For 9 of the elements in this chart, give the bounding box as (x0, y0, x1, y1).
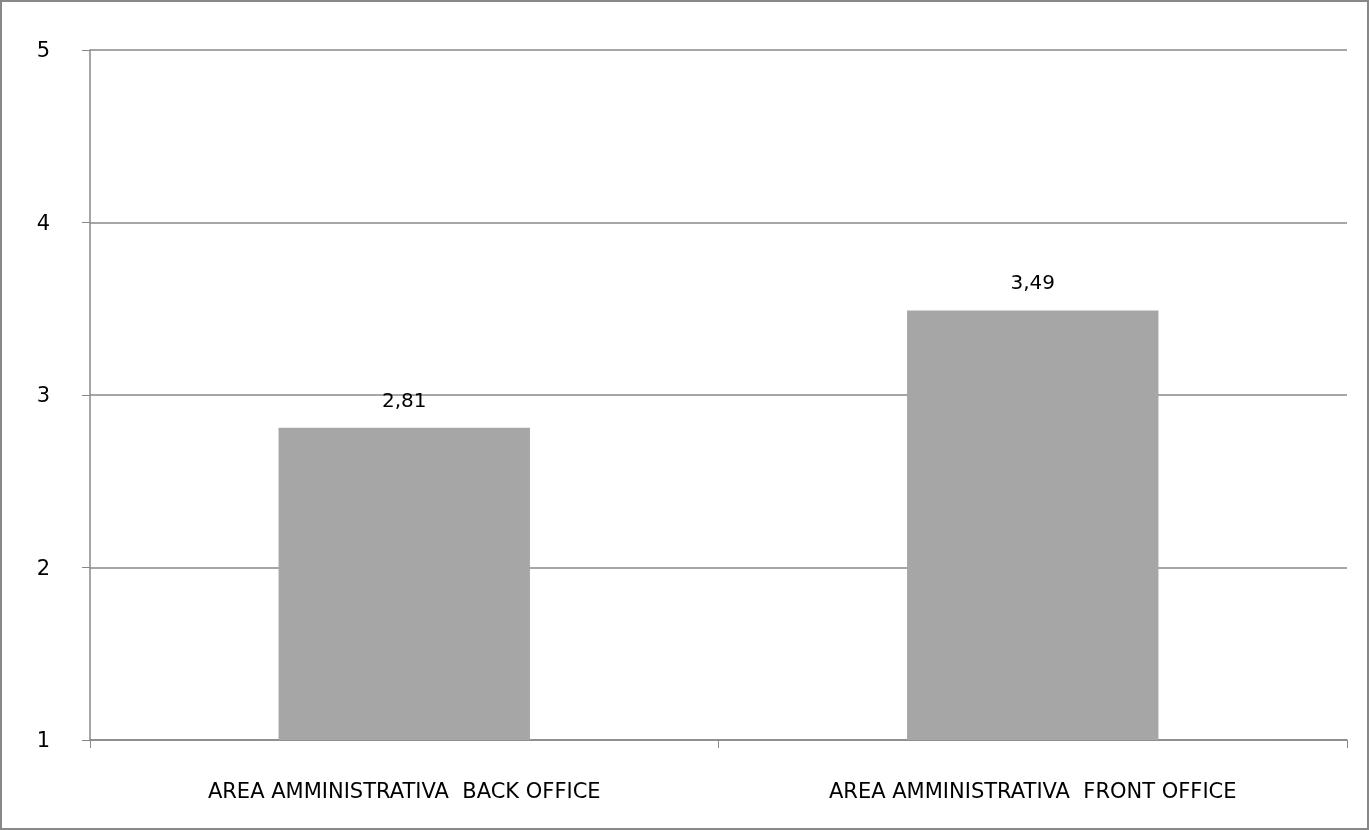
data-label: 2,81 (381, 387, 427, 412)
x-tick-label: AREA AMMINISTRATIVA FRONT OFFICE (828, 778, 1237, 803)
y-tick-label: 2 (36, 555, 50, 580)
y-tick-label: 3 (36, 383, 50, 407)
y-tick-label: 4 (36, 210, 50, 235)
y-tick-label: 1 (36, 728, 50, 752)
data-label: 3,49 (1010, 270, 1056, 295)
x-tick-label: AREA AMMINISTRATIVA BACK OFFICE (207, 778, 601, 803)
y-tick-label: 5 (36, 38, 50, 62)
